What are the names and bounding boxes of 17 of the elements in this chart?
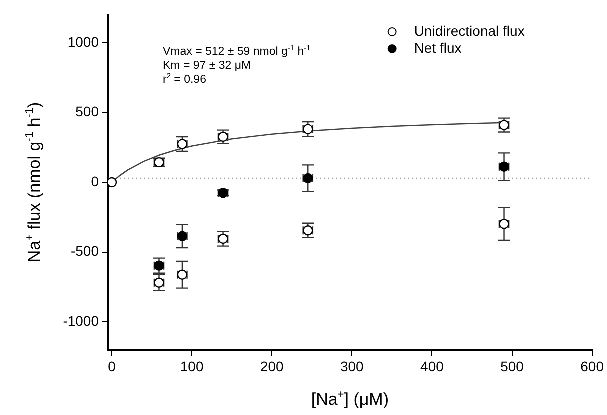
x-tick-label: 0	[108, 358, 116, 374]
x-tick-label: 400	[420, 358, 444, 374]
x-tick-label: 600	[580, 358, 604, 374]
legend-label: Unidirectional flux	[414, 22, 525, 39]
y-axis-title: Na+ flux (nmol g-1 h-1)	[24, 102, 44, 263]
y-tick-label: -500	[70, 243, 100, 260]
x-axis-title: [Na+] (μM)	[311, 389, 389, 409]
y-tick-label: 0	[91, 173, 100, 190]
x-tick-label: 300	[340, 358, 364, 374]
y-tick-label: 500	[76, 104, 100, 120]
x-tick-label: 100	[180, 358, 204, 374]
annotation: Km = 97 ± 32 μM	[163, 60, 252, 72]
legend-label: Net flux	[414, 40, 462, 56]
y-tick-label: -1000	[63, 312, 100, 329]
x-tick-label: 500	[500, 358, 524, 374]
y-tick-label: 1000	[68, 34, 100, 50]
x-tick-label: 200	[260, 358, 284, 374]
